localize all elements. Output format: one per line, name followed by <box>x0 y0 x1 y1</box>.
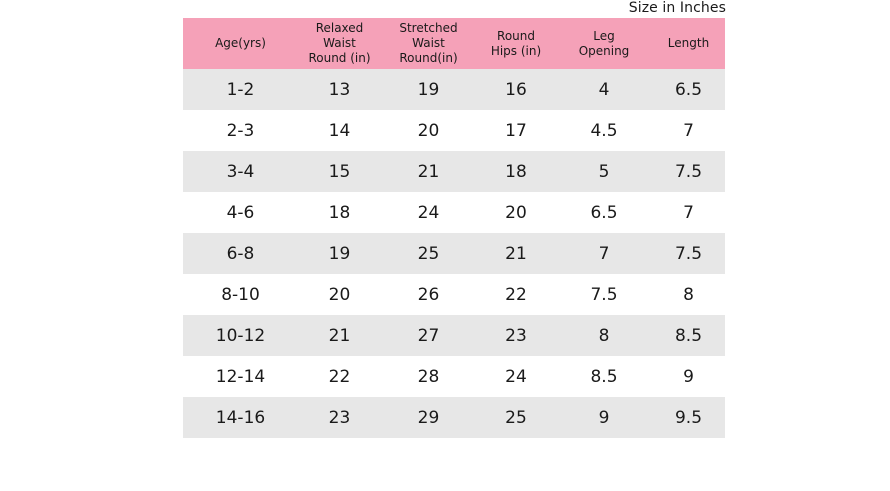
cell-relaxed-waist: 20 <box>298 274 381 315</box>
table-row: 12-14 22 28 24 8.5 9 <box>183 356 725 397</box>
table-header-row: Age(yrs) Relaxed Waist Round (in) Stretc… <box>183 18 725 69</box>
cell-relaxed-waist: 18 <box>298 192 381 233</box>
cell-stretched-waist: 28 <box>381 356 476 397</box>
cell-round-hips: 21 <box>476 233 556 274</box>
cell-round-hips: 25 <box>476 397 556 438</box>
cell-age: 4-6 <box>183 192 298 233</box>
cell-relaxed-waist: 23 <box>298 397 381 438</box>
cell-round-hips: 24 <box>476 356 556 397</box>
cell-relaxed-waist: 19 <box>298 233 381 274</box>
cell-relaxed-waist: 13 <box>298 69 381 110</box>
cell-length: 7.5 <box>652 233 725 274</box>
cell-age: 6-8 <box>183 233 298 274</box>
table-row: 3-4 15 21 18 5 7.5 <box>183 151 725 192</box>
cell-relaxed-waist: 22 <box>298 356 381 397</box>
table-row: 6-8 19 25 21 7 7.5 <box>183 233 725 274</box>
cell-length: 9 <box>652 356 725 397</box>
size-chart-table: Age(yrs) Relaxed Waist Round (in) Stretc… <box>183 18 725 438</box>
table-row: 4-6 18 24 20 6.5 7 <box>183 192 725 233</box>
cell-leg-opening: 9 <box>556 397 652 438</box>
cell-age: 8-10 <box>183 274 298 315</box>
cell-round-hips: 22 <box>476 274 556 315</box>
cell-age: 10-12 <box>183 315 298 356</box>
cell-relaxed-waist: 15 <box>298 151 381 192</box>
cell-stretched-waist: 27 <box>381 315 476 356</box>
header-leg-opening: Leg Opening <box>556 18 652 69</box>
cell-leg-opening: 8 <box>556 315 652 356</box>
cell-leg-opening: 7 <box>556 233 652 274</box>
header-length: Length <box>652 18 725 69</box>
cell-stretched-waist: 29 <box>381 397 476 438</box>
header-age: Age(yrs) <box>183 18 298 69</box>
cell-length: 8.5 <box>652 315 725 356</box>
table-row: 2-3 14 20 17 4.5 7 <box>183 110 725 151</box>
cell-round-hips: 17 <box>476 110 556 151</box>
cell-length: 7 <box>652 110 725 151</box>
table-row: 1-2 13 19 16 4 6.5 <box>183 69 725 110</box>
cell-stretched-waist: 26 <box>381 274 476 315</box>
cell-relaxed-waist: 14 <box>298 110 381 151</box>
cell-stretched-waist: 21 <box>381 151 476 192</box>
cell-age: 14-16 <box>183 397 298 438</box>
cell-leg-opening: 8.5 <box>556 356 652 397</box>
cell-age: 3-4 <box>183 151 298 192</box>
cell-length: 6.5 <box>652 69 725 110</box>
table-row: 10-12 21 27 23 8 8.5 <box>183 315 725 356</box>
header-relaxed-waist: Relaxed Waist Round (in) <box>298 18 381 69</box>
cell-length: 9.5 <box>652 397 725 438</box>
cell-length: 7 <box>652 192 725 233</box>
table-row: 8-10 20 26 22 7.5 8 <box>183 274 725 315</box>
cell-stretched-waist: 20 <box>381 110 476 151</box>
cell-stretched-waist: 24 <box>381 192 476 233</box>
cell-age: 1-2 <box>183 69 298 110</box>
cell-age: 2-3 <box>183 110 298 151</box>
cell-relaxed-waist: 21 <box>298 315 381 356</box>
cell-leg-opening: 6.5 <box>556 192 652 233</box>
header-round-hips: Round Hips (in) <box>476 18 556 69</box>
cell-stretched-waist: 19 <box>381 69 476 110</box>
cell-round-hips: 16 <box>476 69 556 110</box>
table-caption: Size in Inches <box>628 0 726 16</box>
cell-leg-opening: 5 <box>556 151 652 192</box>
table-row: 14-16 23 29 25 9 9.5 <box>183 397 725 438</box>
cell-round-hips: 23 <box>476 315 556 356</box>
cell-leg-opening: 4.5 <box>556 110 652 151</box>
cell-round-hips: 20 <box>476 192 556 233</box>
cell-round-hips: 18 <box>476 151 556 192</box>
cell-leg-opening: 7.5 <box>556 274 652 315</box>
cell-length: 7.5 <box>652 151 725 192</box>
header-stretched-waist: Stretched Waist Round(in) <box>381 18 476 69</box>
cell-leg-opening: 4 <box>556 69 652 110</box>
cell-age: 12-14 <box>183 356 298 397</box>
cell-stretched-waist: 25 <box>381 233 476 274</box>
cell-length: 8 <box>652 274 725 315</box>
table-body: 1-2 13 19 16 4 6.5 2-3 14 20 17 4.5 7 3-4 15 21 18 5 7.5 4… <box>183 69 725 438</box>
